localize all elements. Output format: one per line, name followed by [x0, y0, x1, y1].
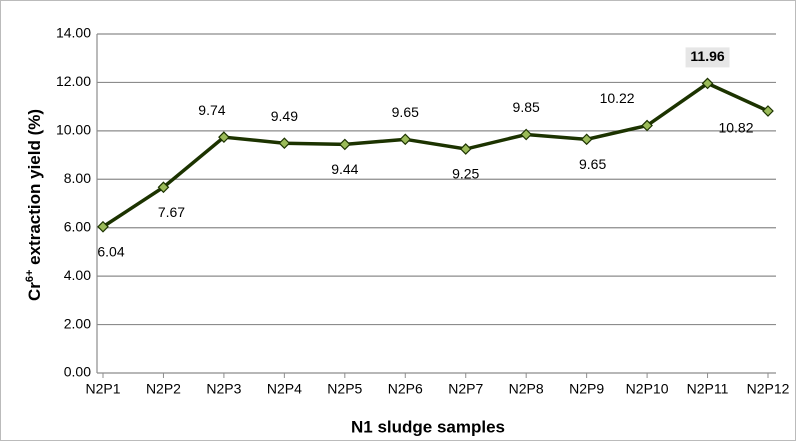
data-point [762, 105, 774, 117]
y-tick-label: 14.00 [56, 25, 91, 41]
data-point [701, 77, 714, 90]
x-tick-label: N2P4 [267, 381, 302, 397]
data-point [278, 137, 291, 150]
data-label: 11.96 [690, 48, 724, 64]
data-point [218, 131, 230, 144]
data-point [97, 220, 109, 233]
data-label: 9.65 [579, 156, 606, 172]
data-label: 7.67 [158, 204, 185, 220]
data-label: 9.85 [513, 99, 540, 115]
data-label: 9.25 [452, 166, 479, 182]
x-tick-label: N2P12 [747, 381, 790, 397]
y-title-rest: extraction yield (%) [25, 109, 44, 270]
x-tick-label: N2P5 [327, 381, 362, 397]
data-point [459, 143, 472, 155]
data-label: 10.22 [600, 90, 635, 106]
data-point [157, 181, 170, 194]
y-tick-label: 12.00 [56, 73, 91, 89]
y-tick-label: 10.00 [56, 122, 91, 138]
data-point [580, 133, 593, 146]
y-tick-label: 4.00 [64, 267, 91, 283]
y-title-base: Cr [25, 282, 44, 301]
x-tick-label: N2P8 [509, 381, 544, 397]
y-axis-title: Cr6+ extraction yield (%) [24, 109, 45, 301]
y-tick-label: 8.00 [64, 170, 91, 186]
y-tick-label: 0.00 [64, 364, 91, 380]
data-label: 9.49 [271, 108, 298, 124]
x-tick-label: N2P11 [687, 381, 729, 397]
x-tick-label: N2P6 [388, 381, 423, 397]
y-title-sup: 6+ [24, 270, 36, 283]
x-tick-label: N2P9 [569, 381, 604, 397]
x-tick-label: N2P10 [626, 381, 669, 397]
data-point [641, 119, 653, 132]
x-axis-title: N1 sludge samples [351, 417, 505, 436]
data-label: 10.82 [718, 120, 753, 136]
data-line [102, 81, 769, 229]
label-highlight [685, 47, 730, 68]
data-point [520, 128, 533, 141]
data-point [338, 138, 351, 151]
x-tick-label: N2P3 [206, 381, 241, 397]
data-label: 9.65 [392, 104, 419, 120]
data-point [399, 133, 412, 146]
data-label: 6.04 [97, 243, 124, 259]
y-tick-label: 6.00 [64, 218, 91, 234]
y-tick-label: 2.00 [64, 315, 91, 331]
x-tick-label: N2P1 [85, 381, 120, 397]
data-label: 9.74 [198, 102, 225, 118]
x-tick-label: N2P2 [146, 381, 181, 397]
data-label: 9.44 [331, 161, 358, 177]
x-tick-label: N2P7 [448, 381, 483, 397]
